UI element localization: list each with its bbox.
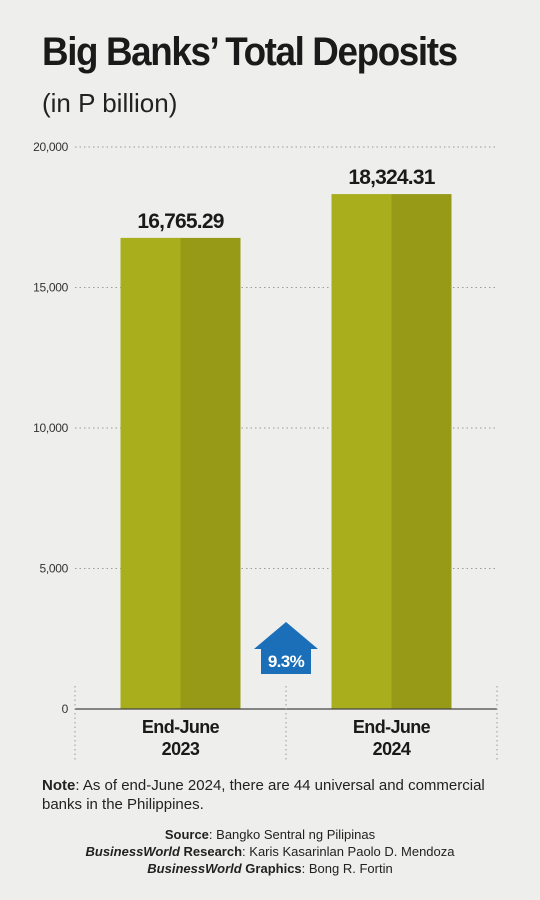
bar-right-half <box>391 194 452 709</box>
y-tick-label: 10,000 <box>33 421 69 435</box>
graphics-label-italic: BusinessWorld <box>147 861 242 876</box>
x-tick-label: 2024 <box>373 739 411 759</box>
change-arrow-badge <box>254 622 318 674</box>
source-text: : Bangko Sentral ng Pilipinas <box>208 827 376 842</box>
chart-note: Note: As of end-June 2024, there are 44 … <box>42 776 502 814</box>
y-tick-label: 0 <box>62 702 69 716</box>
graphics-label: Graphics <box>241 861 302 876</box>
bar-left-half <box>120 237 181 709</box>
source-label: Source <box>164 827 209 842</box>
x-tick-label: 2023 <box>162 739 200 759</box>
bar-left-half <box>331 194 392 709</box>
research-label-italic: BusinessWorld <box>85 844 180 859</box>
research-text: : Karis Kasarinlan Paolo D. Mendoza <box>242 844 455 859</box>
chart-title: Big Banks’ Total Deposits <box>42 30 458 74</box>
x-tick-label: End-June <box>353 717 431 737</box>
graphics-text: : Bong R. Fortin <box>301 861 393 876</box>
credit-source: Source: Bangko Sentral ng Pilipinas <box>0 826 540 843</box>
bar-chart: 0 5,000 10,000 15,000 20,000 16,765.29 End-Jun… <box>33 140 498 760</box>
credit-research: BusinessWorld Research: Karis Kasarinlan… <box>0 843 540 860</box>
data-label: 18,324.31 <box>348 166 435 189</box>
credits: Source: Bangko Sentral ng Pilipinas Busi… <box>0 826 540 877</box>
change-badge-label: 9.3% <box>268 652 305 671</box>
research-label: Research <box>179 844 243 859</box>
y-tick-label: 20,000 <box>33 140 69 154</box>
x-tick-label: End-June <box>142 717 220 737</box>
chart-subtitle: (in P billion) <box>42 88 178 118</box>
y-tick-label: 15,000 <box>33 281 69 295</box>
bar-right-half <box>180 237 241 709</box>
note-label: Note <box>42 777 76 794</box>
y-tick-label: 5,000 <box>39 562 68 576</box>
data-label: 16,765.29 <box>137 210 223 233</box>
note-text: : As of end-June 2024, there are 44 univ… <box>42 777 485 813</box>
credit-graphics: BusinessWorld Graphics: Bong R. Fortin <box>0 860 540 877</box>
